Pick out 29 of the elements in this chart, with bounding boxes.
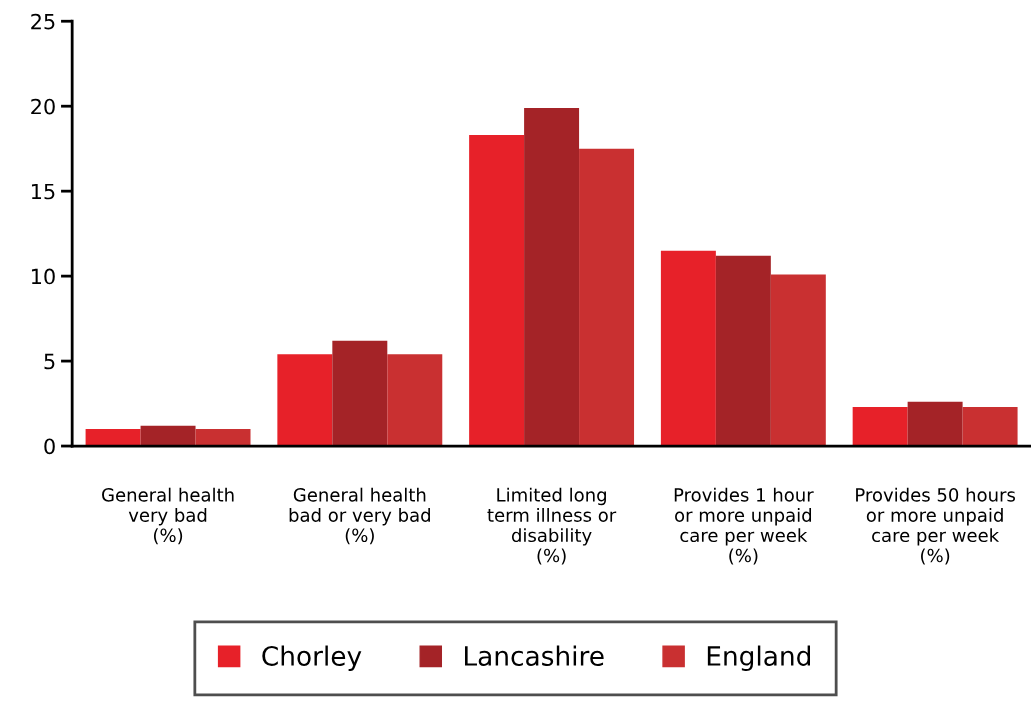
bar bbox=[715, 255, 771, 447]
y-tick-label: 0 bbox=[44, 438, 55, 455]
bar bbox=[277, 354, 333, 447]
bar bbox=[387, 354, 443, 447]
bar bbox=[579, 148, 635, 447]
bar bbox=[770, 274, 826, 447]
bar bbox=[962, 406, 1018, 447]
y-tick-label: 15 bbox=[31, 183, 55, 200]
legend-label: Chorley bbox=[262, 645, 362, 672]
bar bbox=[524, 107, 580, 447]
legend-label: England bbox=[707, 645, 811, 672]
bar bbox=[332, 340, 388, 447]
x-tick-label: General health bad or very bad (%) bbox=[289, 487, 430, 545]
x-tick-label: General health very bad (%) bbox=[102, 487, 234, 545]
x-tick-label: Provides 50 hours or more unpaid care per week (%) bbox=[856, 487, 1015, 565]
y-tick-label: 5 bbox=[44, 353, 55, 370]
x-tick-label: Provides 1 hour or more unpaid care per week (%) bbox=[674, 487, 814, 565]
bar bbox=[140, 425, 196, 447]
bar bbox=[660, 250, 716, 447]
y-tick-label: 25 bbox=[31, 13, 55, 30]
bar bbox=[195, 429, 251, 447]
bar bbox=[469, 135, 525, 447]
bar bbox=[85, 429, 141, 447]
bar bbox=[907, 401, 963, 447]
x-tick-label: Limited long term illness or disability (%) bbox=[487, 487, 617, 565]
y-tick-label: 10 bbox=[31, 268, 55, 285]
y-tick-label: 20 bbox=[31, 98, 55, 115]
legend-label: Lancashire bbox=[465, 645, 604, 666]
bar bbox=[852, 406, 908, 447]
